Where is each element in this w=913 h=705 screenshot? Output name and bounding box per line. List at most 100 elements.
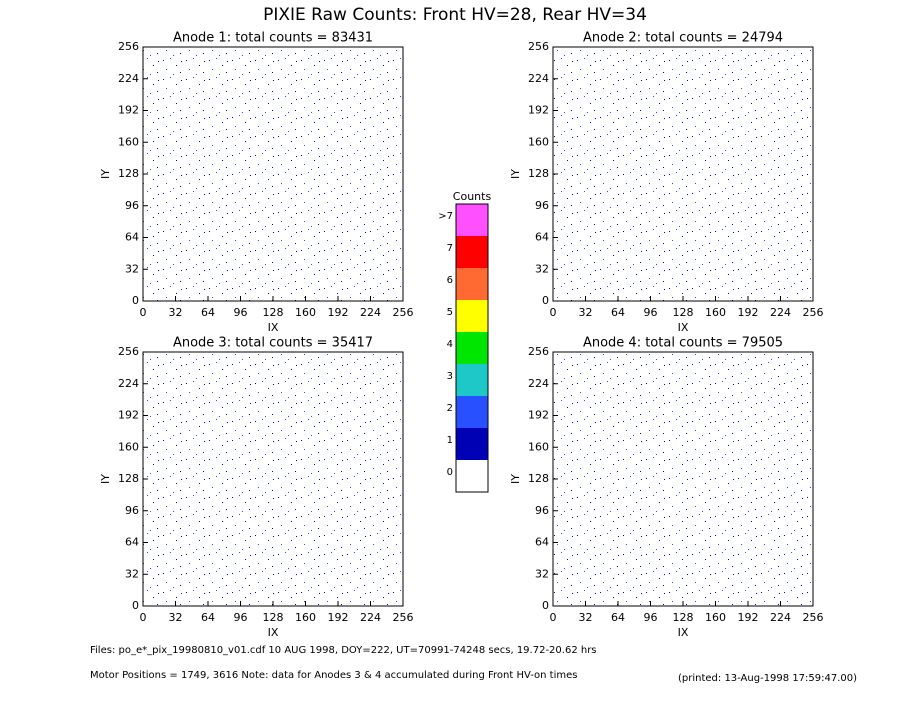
colorbar-cell [456,332,488,364]
plot-area [553,352,813,606]
x-tick-label: 128 [673,306,694,319]
colorbar-label: 1 [447,435,453,446]
x-axis-label: IX [268,626,279,639]
x-tick-label: 64 [201,306,215,319]
x-tick-label: 0 [550,306,557,319]
y-tick-label: 224 [118,377,139,390]
y-tick-label: 64 [125,231,139,244]
y-tick-label: 160 [528,440,549,453]
colorbar-label: 0 [447,467,453,478]
panel-title: Anode 4: total counts = 79505 [583,336,783,351]
y-tick-label: 64 [125,536,139,549]
colorbar-cell [456,268,488,300]
colorbar-cell [456,236,488,268]
x-tick-label: 32 [169,611,183,624]
x-tick-label: 192 [328,611,349,624]
x-tick-label: 256 [393,306,414,319]
x-tick-label: 0 [550,611,557,624]
panel-title: Anode 3: total counts = 35417 [173,336,373,351]
x-tick-label: 224 [360,306,381,319]
x-tick-label: 224 [360,611,381,624]
y-tick-label: 0 [542,294,549,307]
x-tick-label: 32 [579,611,593,624]
y-tick-label: 128 [528,472,549,485]
x-tick-label: 160 [295,306,316,319]
y-tick-label: 160 [118,135,139,148]
y-tick-label: 32 [125,567,139,580]
plot-area [143,352,403,606]
y-tick-label: 224 [528,72,549,85]
x-tick-label: 64 [201,611,215,624]
colorbar-label: 5 [447,307,453,318]
y-tick-label: 192 [528,409,549,422]
y-axis-label: IY [509,169,522,179]
x-tick-label: 0 [140,306,147,319]
colorbar-label: 3 [447,371,453,382]
plot-area [143,47,403,301]
colorbar-label: 2 [447,403,453,414]
y-tick-label: 96 [125,504,139,517]
y-tick-label: 32 [535,567,549,580]
colorbar-label: 7 [447,243,453,254]
x-tick-label: 192 [738,611,759,624]
y-tick-label: 192 [118,409,139,422]
y-tick-label: 64 [535,231,549,244]
colorbar-title: Counts [453,190,492,203]
x-tick-label: 96 [644,611,658,624]
colorbar-cell [456,364,488,396]
y-tick-label: 256 [528,345,549,358]
x-tick-label: 128 [673,611,694,624]
x-tick-label: 96 [234,306,248,319]
y-tick-label: 96 [125,199,139,212]
colorbar-cell [456,428,488,460]
x-tick-label: 32 [579,306,593,319]
x-tick-label: 256 [803,611,824,624]
x-tick-label: 160 [705,611,726,624]
colorbar-cell [456,204,488,236]
x-tick-label: 256 [803,306,824,319]
plot-area [553,47,813,301]
x-tick-label: 224 [770,306,791,319]
y-tick-label: 256 [118,345,139,358]
x-tick-label: 128 [263,611,284,624]
y-tick-label: 0 [132,294,139,307]
y-tick-label: 0 [132,599,139,612]
footer-motor: Motor Positions = 1749, 3616 Note: data … [90,670,577,681]
x-tick-label: 192 [328,306,349,319]
footer-files: Files: po_e*_pix_19980810_v01.cdf 10 AUG… [90,645,597,656]
x-axis-label: IX [678,626,689,639]
y-tick-label: 160 [118,440,139,453]
y-tick-label: 64 [535,536,549,549]
y-tick-label: 32 [535,262,549,275]
x-tick-label: 32 [169,306,183,319]
y-tick-label: 96 [535,504,549,517]
y-tick-label: 160 [528,135,549,148]
x-tick-label: 160 [295,611,316,624]
y-tick-label: 192 [118,104,139,117]
panel-title: Anode 2: total counts = 24794 [583,31,783,46]
colorbar-cell [456,460,488,492]
y-tick-label: 224 [528,377,549,390]
x-tick-label: 128 [263,306,284,319]
y-axis-label: IY [99,474,112,484]
colorbar-label: 6 [447,275,453,286]
x-tick-label: 64 [611,611,625,624]
y-tick-label: 192 [528,104,549,117]
y-tick-label: 0 [542,599,549,612]
footer-printed: (printed: 13-Aug-1998 17:59:47.00) [678,673,857,684]
x-tick-label: 160 [705,306,726,319]
x-tick-label: 0 [140,611,147,624]
y-tick-label: 128 [528,167,549,180]
x-tick-label: 224 [770,611,791,624]
colorbar-cell [456,300,488,332]
y-tick-label: 256 [118,40,139,53]
y-tick-label: 224 [118,72,139,85]
x-axis-label: IX [678,321,689,334]
x-tick-label: 192 [738,306,759,319]
colorbar-cell [456,396,488,428]
panel-title: Anode 1: total counts = 83431 [173,31,373,46]
x-axis-label: IX [268,321,279,334]
y-tick-label: 32 [125,262,139,275]
